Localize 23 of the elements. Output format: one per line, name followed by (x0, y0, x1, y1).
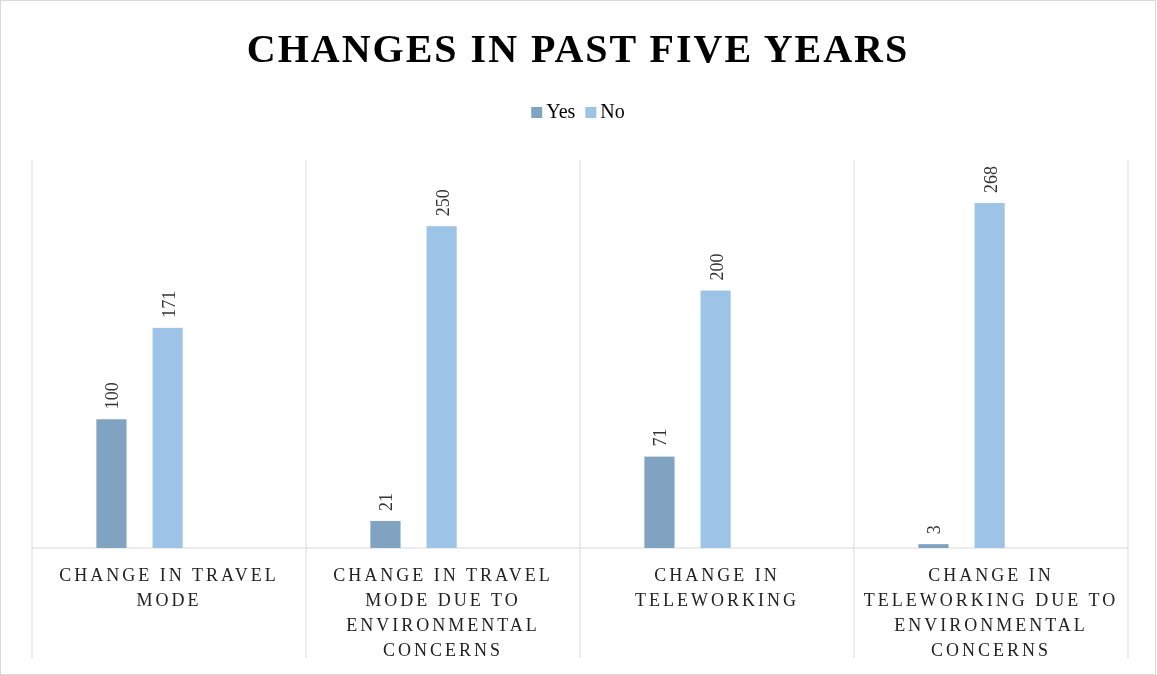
bar (644, 456, 675, 548)
data-label: 100 (102, 382, 123, 410)
bar (426, 226, 457, 548)
data-label: 171 (158, 290, 179, 318)
data-label: 250 (432, 189, 453, 217)
x-tick-label: CHANGE IN TRAVEL MODE DUE TO ENVIRONMENTAL CONCERNS (333, 565, 553, 660)
data-label: 268 (980, 166, 1001, 193)
data-label: 71 (650, 428, 671, 447)
legend-label: Yes (546, 100, 576, 122)
x-tick-label: CHANGE IN TELEWORKING (635, 565, 799, 610)
bar (974, 203, 1005, 548)
bar (700, 290, 731, 548)
data-label: 200 (706, 253, 727, 281)
data-label: 21 (376, 492, 397, 511)
x-tick-label: CHANGE IN TELEWORKING DUE TO ENVIRONMENTAL CONCERNS (863, 565, 1119, 660)
data-label: 3 (924, 525, 945, 535)
bar (152, 327, 183, 548)
bar (370, 520, 401, 548)
bar (96, 419, 127, 548)
legend-label: No (600, 100, 625, 122)
chart-title: CHANGES IN PAST FIVE YEARS (246, 26, 910, 71)
x-tick-label: CHANGE IN TRAVEL MODE (59, 565, 279, 610)
bar (918, 544, 949, 548)
